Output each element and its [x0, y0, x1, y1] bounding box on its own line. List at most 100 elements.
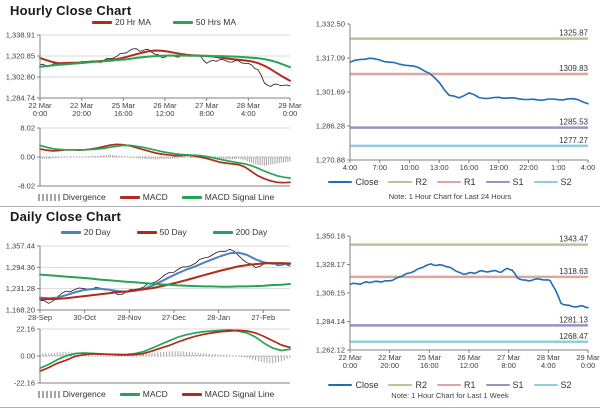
legend-item: MACD — [119, 389, 168, 399]
svg-text:27-Feb: 27-Feb — [251, 313, 275, 322]
legend-item: Close — [328, 177, 378, 187]
svg-text:20:00: 20:00 — [72, 109, 91, 118]
svg-text:-22.16: -22.16 — [14, 379, 35, 388]
daily-chart-title: Daily Close Chart — [10, 209, 122, 224]
svg-text:13:00: 13:00 — [430, 163, 449, 172]
section-divider — [0, 206, 600, 207]
svg-text:1:00: 1:00 — [551, 163, 566, 172]
svg-text:0.00: 0.00 — [20, 352, 35, 361]
svg-text:1,317.09: 1,317.09 — [316, 54, 345, 63]
svg-text:4:00: 4:00 — [343, 163, 358, 172]
line-swatch — [485, 383, 510, 387]
svg-text:26 Mar: 26 Mar — [457, 353, 481, 362]
svg-text:1318.63: 1318.63 — [559, 267, 588, 276]
line-swatch — [328, 180, 353, 184]
svg-text:28 Mar: 28 Mar — [237, 101, 261, 110]
line-swatch — [436, 180, 461, 184]
legend-label: 20 Day — [83, 227, 111, 237]
svg-text:1,320.85: 1,320.85 — [6, 52, 35, 61]
legend-item: S2 — [533, 177, 572, 187]
svg-text:22 Mar: 22 Mar — [378, 353, 402, 362]
line-swatch — [533, 180, 558, 184]
svg-text:22 Mar: 22 Mar — [70, 101, 94, 110]
legend-item: 50 Hrs MA — [172, 17, 236, 27]
svg-text:1268.47: 1268.47 — [559, 332, 588, 341]
svg-text:22 Mar: 22 Mar — [338, 353, 362, 362]
svg-text:1,284.14: 1,284.14 — [316, 317, 345, 326]
svg-text:1277.27: 1277.27 — [559, 136, 588, 145]
legend-label: R1 — [463, 177, 476, 187]
daily-macd-legend: Divergence MACD MACD Signal Line — [30, 389, 282, 399]
line-swatch — [485, 180, 510, 184]
intraday-pivot-chart-1week: 1,350.18 1,328.17 1,306.15 1,284.14 1,262.12… — [316, 232, 600, 371]
svg-text:16:00: 16:00 — [420, 361, 439, 370]
svg-text:1,231.28: 1,231.28 — [6, 284, 35, 293]
svg-text:25 Mar: 25 Mar — [418, 353, 442, 362]
hourly-macd-chart: 8.02 0.00 -8.02 — [18, 124, 291, 191]
svg-text:1,350.18: 1,350.18 — [316, 232, 345, 241]
svg-text:1,294.36: 1,294.36 — [6, 263, 35, 272]
svg-text:1,332.50: 1,332.50 — [316, 20, 345, 29]
legend-item: R1 — [436, 177, 476, 187]
hourly-ma-legend: 20 Hr MA 50 Hrs MA — [38, 17, 290, 27]
svg-text:27-Dec: 27-Dec — [162, 313, 186, 322]
svg-text:1,270.88: 1,270.88 — [316, 156, 345, 165]
line-swatch — [136, 230, 157, 234]
legend-label: Close — [355, 380, 379, 390]
svg-text:1,302.80: 1,302.80 — [6, 72, 35, 81]
svg-text:26 Mar: 26 Mar — [153, 101, 177, 110]
svg-text:28-Nov: 28-Nov — [117, 313, 141, 322]
legend-item: S1 — [485, 380, 524, 390]
legend-label: MACD Signal Line — [204, 192, 275, 202]
divergence-bars-swatch — [37, 193, 60, 201]
svg-text:1,301.69: 1,301.69 — [316, 88, 345, 97]
legend-label: MACD — [142, 389, 168, 399]
svg-text:0:00: 0:00 — [343, 361, 358, 370]
pivot-1week-legend: Close R2 R1 S1 S2 — [302, 380, 598, 390]
svg-text:30-Oct: 30-Oct — [73, 313, 96, 322]
line-swatch — [436, 383, 461, 387]
svg-text:25 Mar: 25 Mar — [112, 101, 136, 110]
line-swatch — [212, 230, 233, 234]
svg-text:10:00: 10:00 — [400, 163, 419, 172]
line-swatch — [119, 392, 140, 396]
pivot-24h-note: Note: 1 Hour Chart for Last 24 Hours — [388, 192, 512, 201]
svg-text:1,357.44: 1,357.44 — [6, 242, 35, 251]
svg-text:8.02: 8.02 — [20, 124, 35, 133]
legend-item: 50 Day — [136, 227, 187, 237]
legend-item: R2 — [388, 177, 427, 187]
svg-text:1,286.28: 1,286.28 — [316, 122, 345, 131]
svg-text:1281.13: 1281.13 — [559, 315, 588, 324]
svg-text:12:00: 12:00 — [156, 109, 175, 118]
legend-item: S1 — [485, 177, 524, 187]
svg-text:22.16: 22.16 — [16, 325, 35, 334]
daily-macd-chart: 22.16 0.00 -22.16 — [14, 325, 291, 388]
legend-label: S1 — [512, 177, 524, 187]
svg-text:22:00: 22:00 — [519, 163, 538, 172]
svg-text:29 Mar: 29 Mar — [278, 101, 302, 110]
hourly-chart-title: Hourly Close Chart — [10, 3, 132, 18]
legend-label: R1 — [463, 380, 476, 390]
line-swatch — [91, 20, 112, 24]
svg-text:1309.83: 1309.83 — [559, 64, 588, 73]
line-swatch — [388, 180, 413, 184]
bottom-divider — [0, 407, 600, 408]
legend-item: MACD Signal Line — [181, 389, 275, 399]
legend-label: 20 Hr MA — [114, 17, 151, 27]
legend-item: S2 — [533, 380, 572, 390]
legend-label: S2 — [560, 177, 572, 187]
legend-label: Close — [355, 177, 379, 187]
svg-text:28-Jan: 28-Jan — [207, 313, 230, 322]
legend-label: MACD Signal Line — [204, 389, 275, 399]
svg-text:1325.87: 1325.87 — [559, 29, 588, 38]
pivot-24h-legend: Close R2 R1 S1 S2 — [302, 177, 598, 187]
svg-text:16:00: 16:00 — [114, 109, 133, 118]
pivot-1week-note: Note: 1 Hour Chart for Last 1 Week — [391, 391, 509, 400]
svg-text:8:00: 8:00 — [501, 361, 516, 370]
svg-text:27 Mar: 27 Mar — [497, 353, 521, 362]
svg-text:0.00: 0.00 — [20, 153, 35, 162]
svg-text:20:00: 20:00 — [380, 361, 399, 370]
